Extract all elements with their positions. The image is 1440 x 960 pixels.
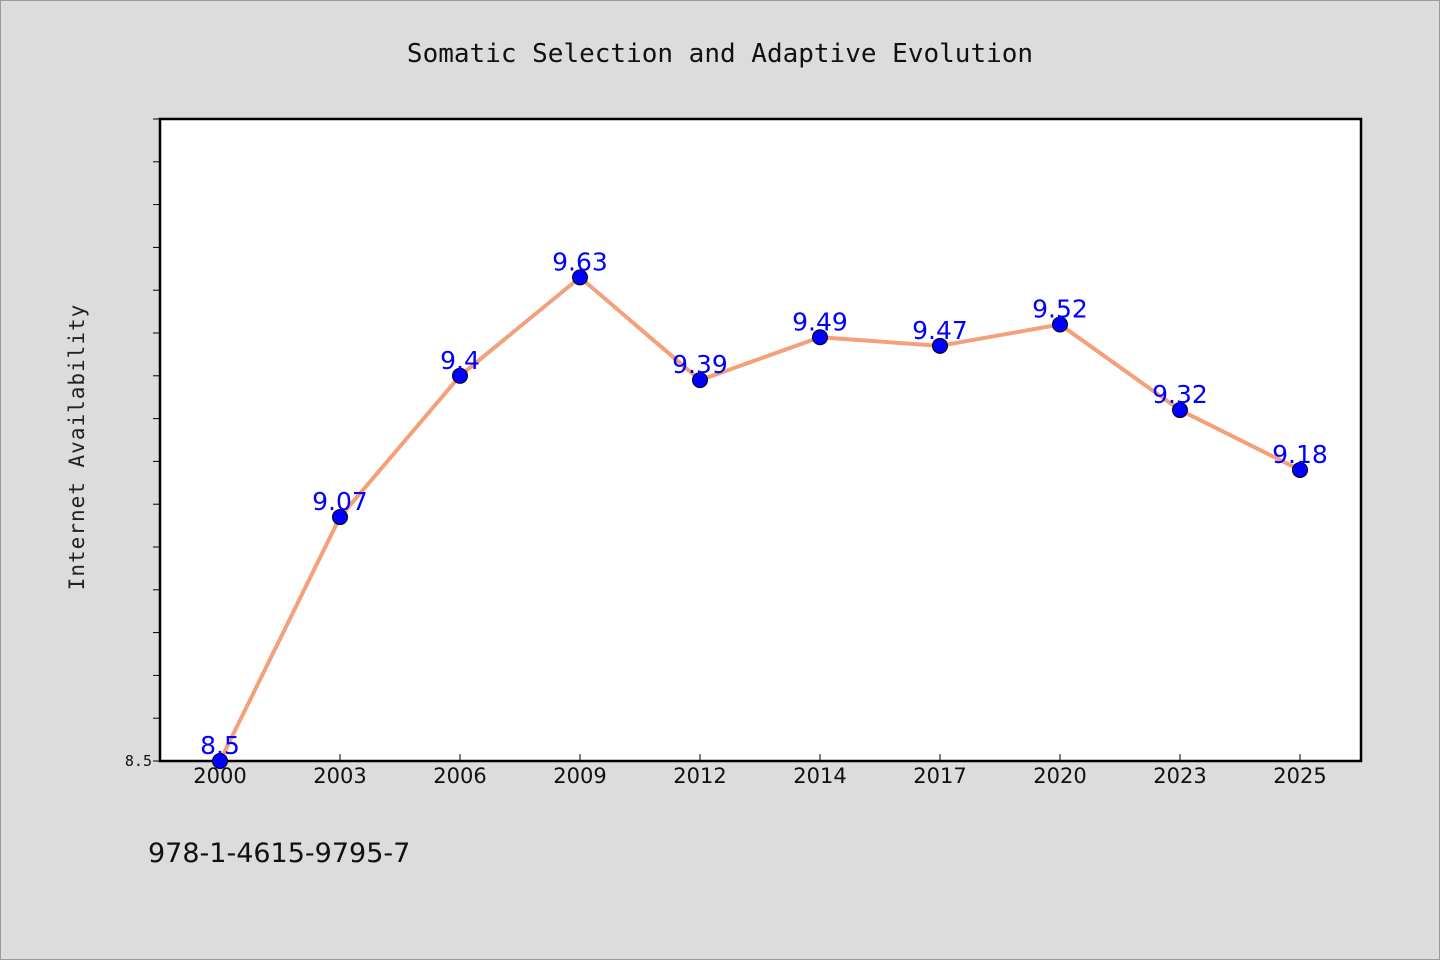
data-point [692,372,708,389]
y-tick-label: 8.5 [125,752,152,770]
plot-area [158,117,1363,763]
x-tick-label: 2014 [793,764,846,788]
data-label: 9.07 [312,487,368,516]
x-tick-label: 2003 [313,764,366,788]
x-tick-label: 2020 [1033,764,1086,788]
data-label: 9.47 [912,316,968,345]
data-point [932,337,948,354]
data-label: 9.18 [1272,440,1328,469]
data-label: 8.5 [200,731,240,760]
data-point [1052,316,1068,333]
data-point [212,753,228,769]
x-tick-label: 2012 [673,764,726,788]
x-tick-label: 2017 [913,764,966,788]
data-label: 9.49 [792,307,848,336]
x-axis-ticks: 2000 2003 2006 2009 2012 2014 2017 2020 2023 2025 [193,754,1327,788]
isbn-text: 978-1-4615-9795-7 [148,838,410,869]
y-axis-label: Internet Availability [65,304,89,591]
x-tick-label: 2023 [1153,764,1206,788]
x-tick-label: 2025 [1273,764,1326,788]
series-layer [212,269,1308,769]
data-label: 9.52 [1032,294,1088,323]
y-axis-ticks: 8.5 [125,118,160,770]
data-label: 9.39 [672,350,728,379]
data-label: 9.32 [1152,380,1208,409]
data-label: 9.4 [440,346,480,375]
data-labels: 8.5 9.07 9.4 9.63 9.39 9.49 9.47 9.52 9.32 9.18 [200,247,1328,760]
x-tick-label: 2006 [433,764,486,788]
chart-title: Somatic Selection and Adaptive Evolution [407,39,1033,69]
data-point [452,367,468,384]
series-line [218,275,1302,763]
data-label: 9.63 [552,247,608,276]
x-tick-label: 2009 [553,764,606,788]
data-point [812,329,828,346]
data-point [1292,461,1308,478]
data-point [1172,402,1188,419]
data-point [332,509,348,526]
data-point [572,269,588,286]
